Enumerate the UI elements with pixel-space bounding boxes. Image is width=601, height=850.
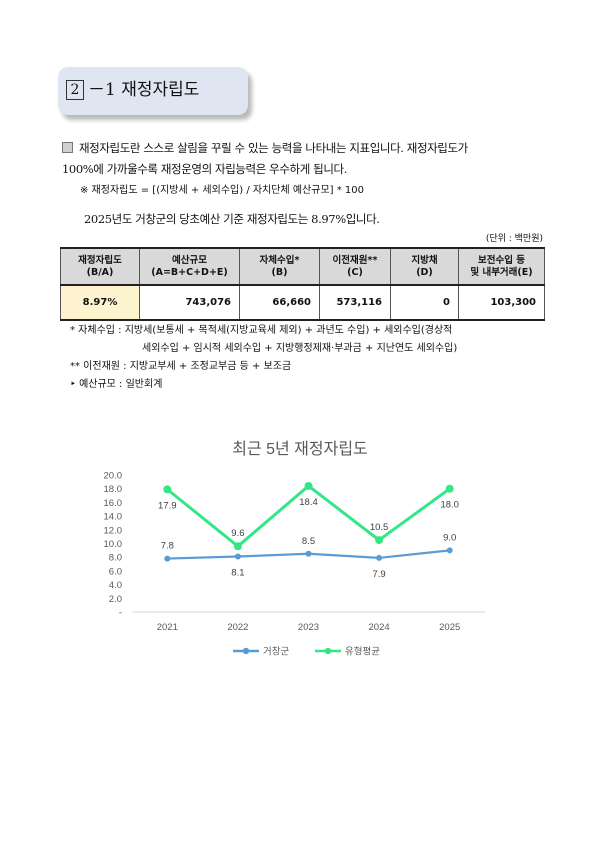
y-tick-label: 8.0 bbox=[109, 553, 122, 564]
data-label: 8.1 bbox=[231, 568, 244, 579]
intro-line-1: 재정자립도란 스스로 살림을 꾸릴 수 있는 능력을 나타내는 지표입니다. 재… bbox=[79, 141, 468, 155]
data-point bbox=[304, 481, 313, 490]
header-cell: 이전재원** (C) bbox=[319, 247, 391, 286]
legend-label: 거창군 bbox=[263, 647, 289, 658]
finance-table: 재정자립도 (B/A) 예산규모 (A=B+C+D+E) 자체수입* (B) 이전재원… bbox=[60, 247, 545, 321]
cell-budget-size: 743,076 bbox=[139, 284, 240, 321]
y-tick-label: - bbox=[119, 608, 122, 619]
footnote-transfer: ** 이전재원 : 지방교부세 + 조정교부금 등 + 보조금 bbox=[70, 361, 292, 372]
y-tick-label: 18.0 bbox=[104, 484, 123, 495]
header-cell: 지방채 (D) bbox=[390, 247, 459, 286]
data-label: 18.0 bbox=[440, 500, 459, 511]
y-tick-label: 10.0 bbox=[104, 539, 123, 550]
y-tick-label: 12.0 bbox=[104, 525, 123, 536]
table-row: 8.97% 743,076 66,660 573,116 0 103,300 bbox=[60, 284, 545, 321]
cell-preservation-revenue: 103,300 bbox=[458, 284, 545, 321]
section-number: 2 bbox=[66, 80, 84, 100]
x-tick-label: 2024 bbox=[369, 622, 390, 633]
bullet-square-icon bbox=[62, 142, 73, 153]
cell-self-reliance-ratio: 8.97% bbox=[60, 284, 140, 321]
data-point bbox=[164, 555, 171, 562]
legend-marker bbox=[242, 647, 250, 655]
data-label: 7.9 bbox=[372, 569, 385, 580]
data-point bbox=[376, 554, 383, 561]
data-label: 9.6 bbox=[231, 528, 244, 539]
formula-text: ※ 재정자립도 = [(지방세 + 세외수입) / 자치단체 예산규모] * 1… bbox=[80, 185, 364, 196]
rate-sentence: 2025년도 거창군의 당초예산 기준 재정자립도는 8.97%입니다. bbox=[84, 212, 380, 226]
cell-own-revenue: 66,660 bbox=[239, 284, 320, 321]
data-point bbox=[233, 542, 242, 551]
x-tick-label: 2021 bbox=[157, 622, 178, 633]
y-tick-label: 20.0 bbox=[104, 471, 123, 482]
x-tick-label: 2022 bbox=[227, 622, 248, 633]
header-cell: 예산규모 (A=B+C+D+E) bbox=[139, 247, 240, 286]
legend-label: 유형평균 bbox=[345, 647, 380, 658]
table-header-row: 재정자립도 (B/A) 예산규모 (A=B+C+D+E) 자체수입* (B) 이전재원… bbox=[60, 247, 545, 286]
data-point bbox=[446, 547, 453, 554]
x-tick-label: 2025 bbox=[439, 622, 460, 633]
cell-transfer-revenue: 573,116 bbox=[319, 284, 391, 321]
data-point bbox=[163, 485, 172, 494]
data-point bbox=[234, 553, 241, 560]
section-title-box: 2 －1 재정자립도 bbox=[58, 67, 248, 115]
data-label: 17.9 bbox=[158, 500, 177, 511]
y-tick-label: 14.0 bbox=[104, 512, 123, 523]
data-label: 18.4 bbox=[299, 497, 318, 508]
data-point bbox=[375, 536, 384, 545]
data-point bbox=[445, 484, 454, 493]
legend-marker bbox=[324, 647, 332, 655]
header-cell: 자체수입* (B) bbox=[239, 247, 320, 286]
self-reliance-line-chart: 최근 5년 재정자립도 - 2.0 4.0 6.0 8.0 10.0 12.0 14.0 16.… bbox=[104, 440, 485, 658]
footnote-budget: ‣ 예산규모 : 일반회계 bbox=[70, 379, 163, 390]
section-title: －1 재정자립도 bbox=[88, 80, 200, 100]
y-tick-label: 2.0 bbox=[109, 594, 122, 605]
data-label: 8.5 bbox=[302, 536, 315, 547]
header-cell: 재정자립도 (B/A) bbox=[60, 247, 140, 286]
data-label: 10.5 bbox=[370, 522, 389, 533]
footnotes: * 자체수입 : 지방세(보통세 + 목적세(지방교육세 제외) + 과년도 수… bbox=[70, 322, 550, 394]
x-tick-label: 2023 bbox=[298, 622, 319, 633]
data-label: 9.0 bbox=[443, 532, 456, 543]
footnote-own-revenue: * 자체수입 : 지방세(보통세 + 목적세(지방교육세 제외) + 과년도 수… bbox=[70, 325, 453, 336]
cell-local-debt: 0 bbox=[390, 284, 459, 321]
footnote-own-revenue-cont: 세외수입 + 임시적 세외수입 + 지방행정제재·부과금 + 지난연도 세외수입… bbox=[142, 343, 458, 354]
y-tick-label: 6.0 bbox=[109, 566, 122, 577]
intro-paragraph: 재정자립도란 스스로 살림을 꾸릴 수 있는 능력을 나타내는 지표입니다. 재… bbox=[62, 138, 552, 180]
table-unit: (단위 : 백만원) bbox=[485, 234, 543, 244]
y-tick-label: 4.0 bbox=[109, 580, 122, 591]
chart-title: 최근 5년 재정자립도 bbox=[232, 440, 368, 458]
data-label: 7.8 bbox=[161, 541, 174, 552]
intro-line-2: 100%에 가까울수록 재정운영의 자립능력은 우수하게 됩니다. bbox=[62, 162, 347, 176]
y-tick-label: 16.0 bbox=[104, 498, 123, 509]
data-point bbox=[305, 550, 312, 557]
